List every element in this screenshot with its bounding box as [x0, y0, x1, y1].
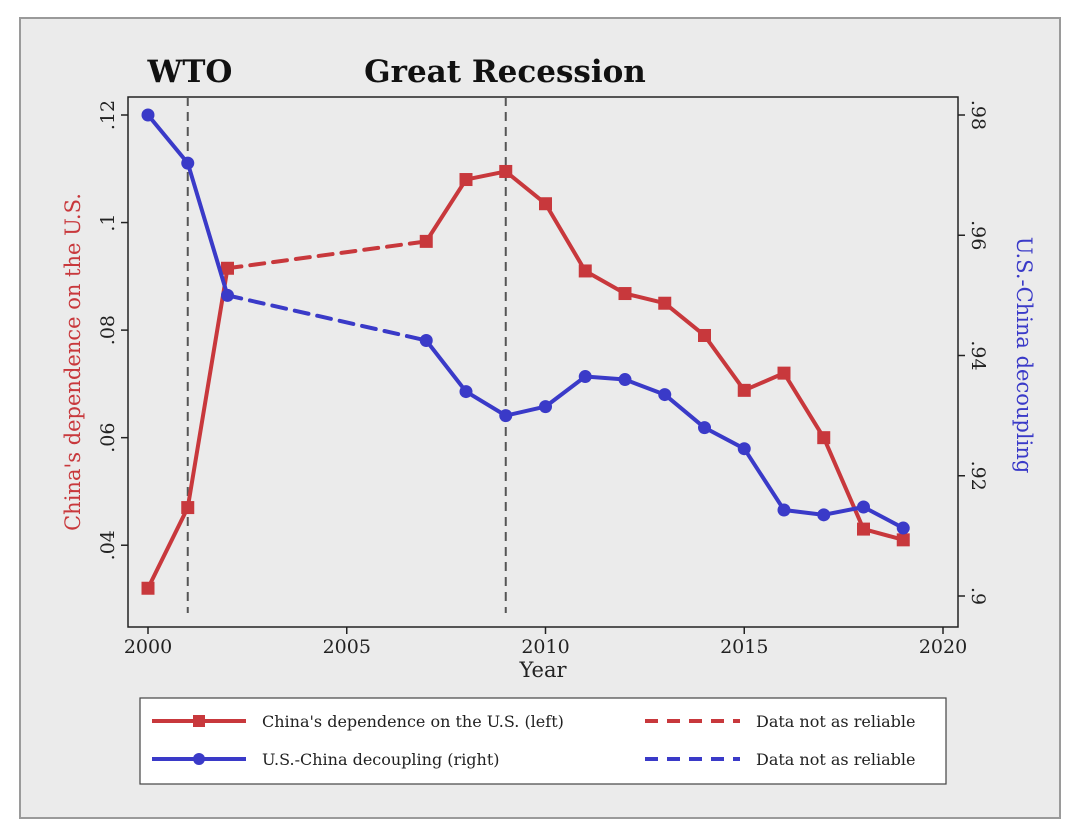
- series-0-segment-10: [702, 333, 747, 393]
- series-0-segment-6: [543, 201, 588, 273]
- y-right-tick-label-4: .98: [967, 100, 989, 130]
- series-0-point-3: [419, 234, 433, 248]
- series-layer: [141, 108, 910, 595]
- series-1-point-15: [896, 521, 910, 535]
- legend-label-1: Data not as reliable: [756, 712, 915, 731]
- x-tick-label-2000: 2000: [124, 636, 172, 658]
- series-1-point-5: [499, 409, 513, 423]
- y-right-tick-label-0: .9: [967, 587, 989, 605]
- series-1-point-10: [698, 421, 711, 435]
- series-1-segment-3: [424, 338, 468, 394]
- legend-label-3: Data not as reliable: [756, 750, 915, 769]
- series-1-point-8: [618, 373, 632, 387]
- series-1-segment-11: [742, 446, 786, 513]
- series-1-point-6: [539, 400, 552, 414]
- series-0-segment-1: [185, 266, 230, 510]
- series-0-segment-5: [503, 169, 548, 206]
- series-0-segment-13: [821, 435, 866, 532]
- legend-layer: China's dependence on the U.S. (left) Dat…: [152, 712, 915, 769]
- x-axis-title: Year: [518, 658, 567, 682]
- series-1-segment-6: [543, 374, 588, 409]
- series-0-segment-3: [424, 177, 468, 244]
- series-0-point-2: [221, 261, 234, 275]
- series-1-point-1: [181, 156, 195, 170]
- series-0-point-7: [578, 264, 592, 278]
- series-0-segment-2: [225, 239, 429, 271]
- y-left-tick-label-4: .12: [97, 100, 119, 130]
- y-right-tick-label-2: .94: [967, 340, 989, 370]
- series-1-segment-4: [464, 389, 508, 418]
- series-0-segment-0: [146, 505, 190, 591]
- legend-label-0: China's dependence on the U.S. (left): [262, 712, 564, 731]
- series-0-point-5: [499, 164, 513, 178]
- x-tick-label-2005: 2005: [323, 636, 371, 658]
- series-1-segment-12: [782, 508, 826, 517]
- event-label-1: Great Recession: [364, 54, 646, 90]
- series-1-segment-1: [185, 161, 230, 298]
- series-1-point-12: [777, 503, 791, 517]
- series-0-segment-12: [782, 371, 826, 440]
- series-1-segment-8: [623, 377, 667, 397]
- series-0-point-1: [181, 501, 195, 515]
- series-1-point-2: [221, 288, 234, 302]
- series-1-point-14: [857, 500, 870, 514]
- series-0-segment-9: [662, 301, 707, 338]
- series-1-point-7: [578, 370, 592, 384]
- series-0-point-6: [539, 197, 552, 211]
- series-0-point-13: [817, 431, 831, 445]
- series-0-point-0: [141, 581, 155, 595]
- series-0-segment-8: [623, 291, 667, 306]
- series-1-point-9: [658, 388, 672, 402]
- series-1-segment-9: [662, 392, 707, 430]
- y-right-tick-label-1: .92: [967, 461, 989, 491]
- y-left-axis-title: China's dependence on the U.S.: [61, 193, 85, 531]
- legend-marker-2: [193, 753, 205, 765]
- y-left-tick-label-0: .04: [97, 530, 119, 560]
- axis-layer: 2000 2005 2010 2015 2020 .04 .06 .08 .1 .12 .9 .92.…: [97, 100, 989, 658]
- legend-label-2: U.S.-China decoupling (right): [262, 750, 500, 769]
- event-layer: WTO Great Recession: [147, 54, 646, 613]
- series-0-point-12: [777, 366, 791, 380]
- y-left-tick-label-3: .1: [97, 213, 119, 231]
- x-tick-label-2015: 2015: [720, 636, 768, 658]
- x-tick-label-2010: 2010: [521, 636, 569, 658]
- series-1-segment-13: [821, 505, 866, 517]
- y-right-tick-label-3: .96: [967, 220, 989, 250]
- series-0-point-4: [459, 173, 473, 187]
- series-0-point-14: [857, 522, 870, 536]
- legend-box: [139, 697, 947, 785]
- series-0-point-9: [658, 296, 672, 310]
- series-1-segment-7: [583, 374, 627, 382]
- y-right-axis-title: U.S.-China decoupling: [1012, 237, 1036, 474]
- series-0-point-10: [698, 328, 711, 342]
- series-1-point-0: [141, 108, 155, 122]
- series-0-segment-11: [742, 371, 786, 393]
- series-0-segment-7: [583, 268, 627, 296]
- series-1-point-13: [817, 508, 831, 522]
- series-1-segment-5: [503, 404, 548, 418]
- series-1-segment-2: [225, 293, 429, 343]
- series-0-point-8: [618, 287, 632, 301]
- series-1-segment-14: [861, 505, 906, 531]
- series-0-point-15: [896, 533, 910, 547]
- legend-marker-0: [193, 715, 205, 727]
- event-label-0: WTO: [147, 54, 233, 90]
- series-1-segment-0: [146, 113, 190, 166]
- y-left-tick-label-2: .08: [97, 315, 119, 345]
- series-1-point-11: [737, 442, 751, 456]
- series-0-segment-4: [464, 169, 508, 182]
- plot-area: [127, 96, 959, 628]
- series-0-point-11: [737, 383, 751, 397]
- y-left-tick-label-1: .06: [97, 423, 119, 453]
- x-tick-label-2020: 2020: [919, 636, 967, 658]
- series-1-point-3: [419, 333, 433, 347]
- series-1-segment-10: [702, 425, 747, 451]
- series-1-point-4: [459, 385, 473, 399]
- series-0-segment-14: [861, 527, 906, 542]
